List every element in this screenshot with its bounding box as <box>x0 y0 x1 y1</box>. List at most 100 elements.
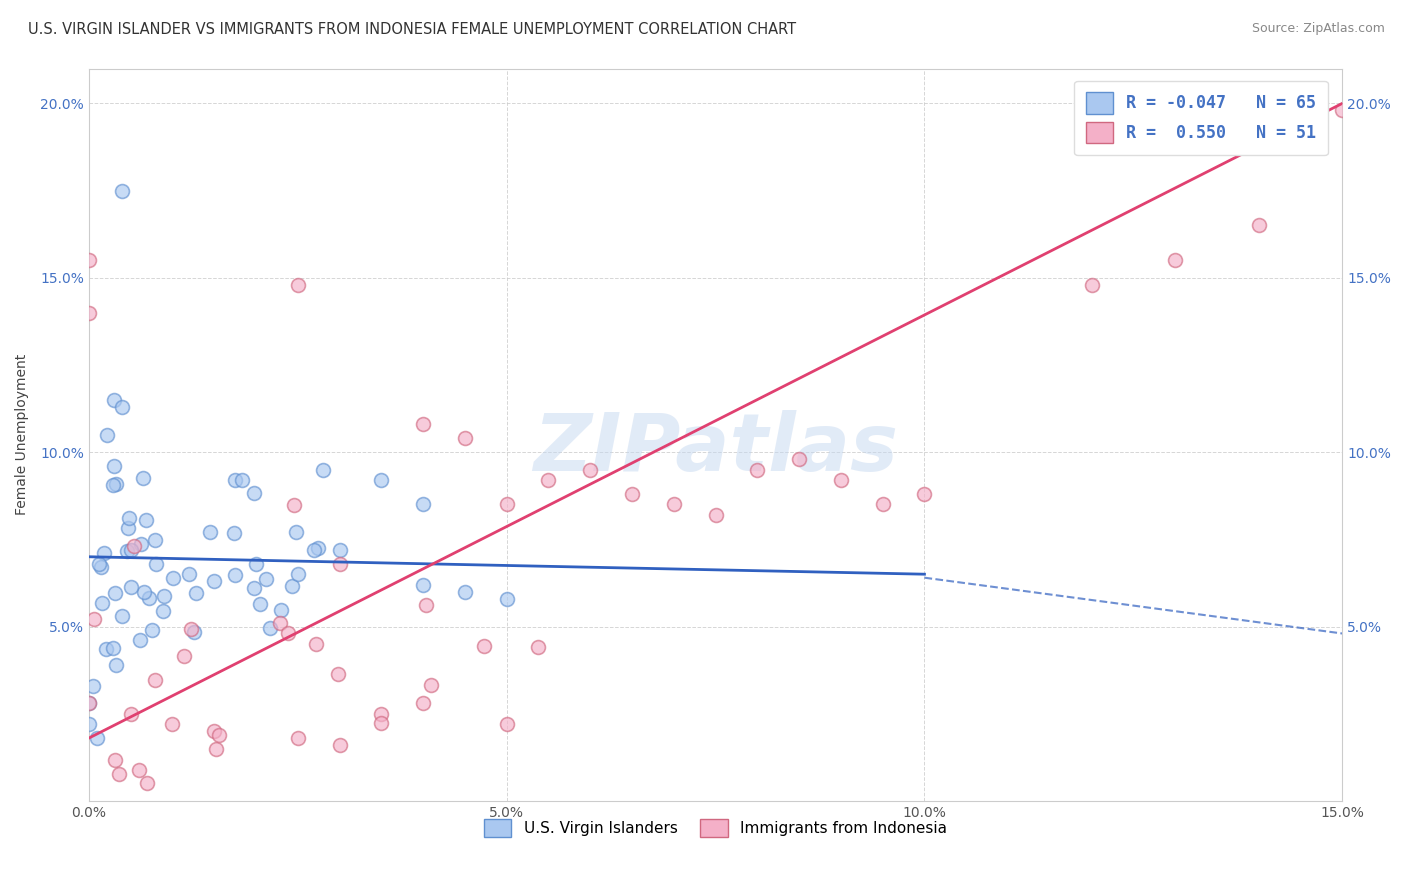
Point <box>120 706 142 721</box>
Point <box>87 558 110 572</box>
Point <box>202 724 225 739</box>
Point <box>131 471 153 485</box>
Point <box>527 640 550 654</box>
Point <box>747 462 769 476</box>
Point <box>138 591 160 606</box>
Point <box>287 731 309 745</box>
Point <box>454 584 477 599</box>
Point <box>198 524 221 539</box>
Point <box>162 717 184 731</box>
Point <box>370 473 392 487</box>
Point <box>412 417 434 432</box>
Point <box>143 673 166 687</box>
Point <box>120 580 142 594</box>
Point <box>86 731 108 745</box>
Point <box>104 753 127 767</box>
Point <box>90 560 112 574</box>
Point <box>83 612 105 626</box>
Point <box>283 498 305 512</box>
Point <box>145 557 167 571</box>
Point <box>495 591 517 606</box>
Point <box>243 581 266 595</box>
Text: U.S. VIRGIN ISLANDER VS IMMIGRANTS FROM INDONESIA FEMALE UNEMPLOYMENT CORRELATIO: U.S. VIRGIN ISLANDER VS IMMIGRANTS FROM … <box>28 22 796 37</box>
Point <box>131 536 153 550</box>
Legend: U.S. Virgin Islanders, Immigrants from Indonesia: U.S. Virgin Islanders, Immigrants from I… <box>477 812 955 845</box>
Text: ZIPatlas: ZIPatlas <box>533 410 898 488</box>
Point <box>103 459 125 474</box>
Point <box>231 473 253 487</box>
Point <box>104 657 127 672</box>
Point <box>120 542 142 557</box>
Point <box>103 392 125 407</box>
Point <box>128 763 150 777</box>
Point <box>277 626 299 640</box>
Point <box>104 586 127 600</box>
Point <box>454 431 477 445</box>
Point <box>495 498 517 512</box>
Point <box>287 277 309 292</box>
Point <box>370 715 392 730</box>
Point <box>245 557 267 571</box>
Point <box>412 498 434 512</box>
Point <box>136 776 159 790</box>
Point <box>415 598 437 612</box>
Point <box>328 557 350 571</box>
Point <box>111 184 134 198</box>
Point <box>370 706 392 721</box>
Point <box>1331 103 1354 118</box>
Point <box>1247 219 1270 233</box>
Point <box>135 513 157 527</box>
Point <box>202 574 225 589</box>
Point <box>326 666 349 681</box>
Point <box>153 589 176 603</box>
Point <box>284 525 307 540</box>
Point <box>307 541 329 555</box>
Point <box>270 603 292 617</box>
Point <box>254 572 277 586</box>
Point <box>243 485 266 500</box>
Point <box>183 625 205 640</box>
Point <box>204 742 226 756</box>
Point <box>302 542 325 557</box>
Point <box>1080 277 1102 292</box>
Point <box>312 462 335 476</box>
Point <box>82 679 104 693</box>
Point <box>305 636 328 650</box>
Point <box>224 473 246 487</box>
Point <box>77 253 100 268</box>
Point <box>180 622 202 636</box>
Point <box>124 540 146 554</box>
Point <box>328 542 350 557</box>
Point <box>77 717 100 731</box>
Point <box>94 642 117 657</box>
Point <box>77 305 100 319</box>
Point <box>662 498 685 512</box>
Text: Source: ZipAtlas.com: Source: ZipAtlas.com <box>1251 22 1385 36</box>
Point <box>117 543 139 558</box>
Point <box>420 678 443 692</box>
Point <box>118 511 141 525</box>
Point <box>128 633 150 648</box>
Point <box>103 641 125 656</box>
Point <box>224 568 246 582</box>
Y-axis label: Female Unemployment: Female Unemployment <box>15 354 30 516</box>
Point <box>328 738 350 752</box>
Point <box>117 521 139 535</box>
Point <box>249 597 271 611</box>
Point <box>269 615 291 630</box>
Point <box>77 696 100 710</box>
Point <box>152 604 174 618</box>
Point <box>224 526 246 541</box>
Point <box>179 567 201 582</box>
Point <box>620 487 643 501</box>
Point <box>287 567 309 582</box>
Point <box>186 586 208 600</box>
Point <box>93 546 115 560</box>
Point <box>495 717 517 731</box>
Point <box>134 585 156 599</box>
Point <box>872 498 894 512</box>
Point <box>207 728 229 742</box>
Point <box>105 477 128 491</box>
Point <box>412 696 434 710</box>
Point <box>830 473 852 487</box>
